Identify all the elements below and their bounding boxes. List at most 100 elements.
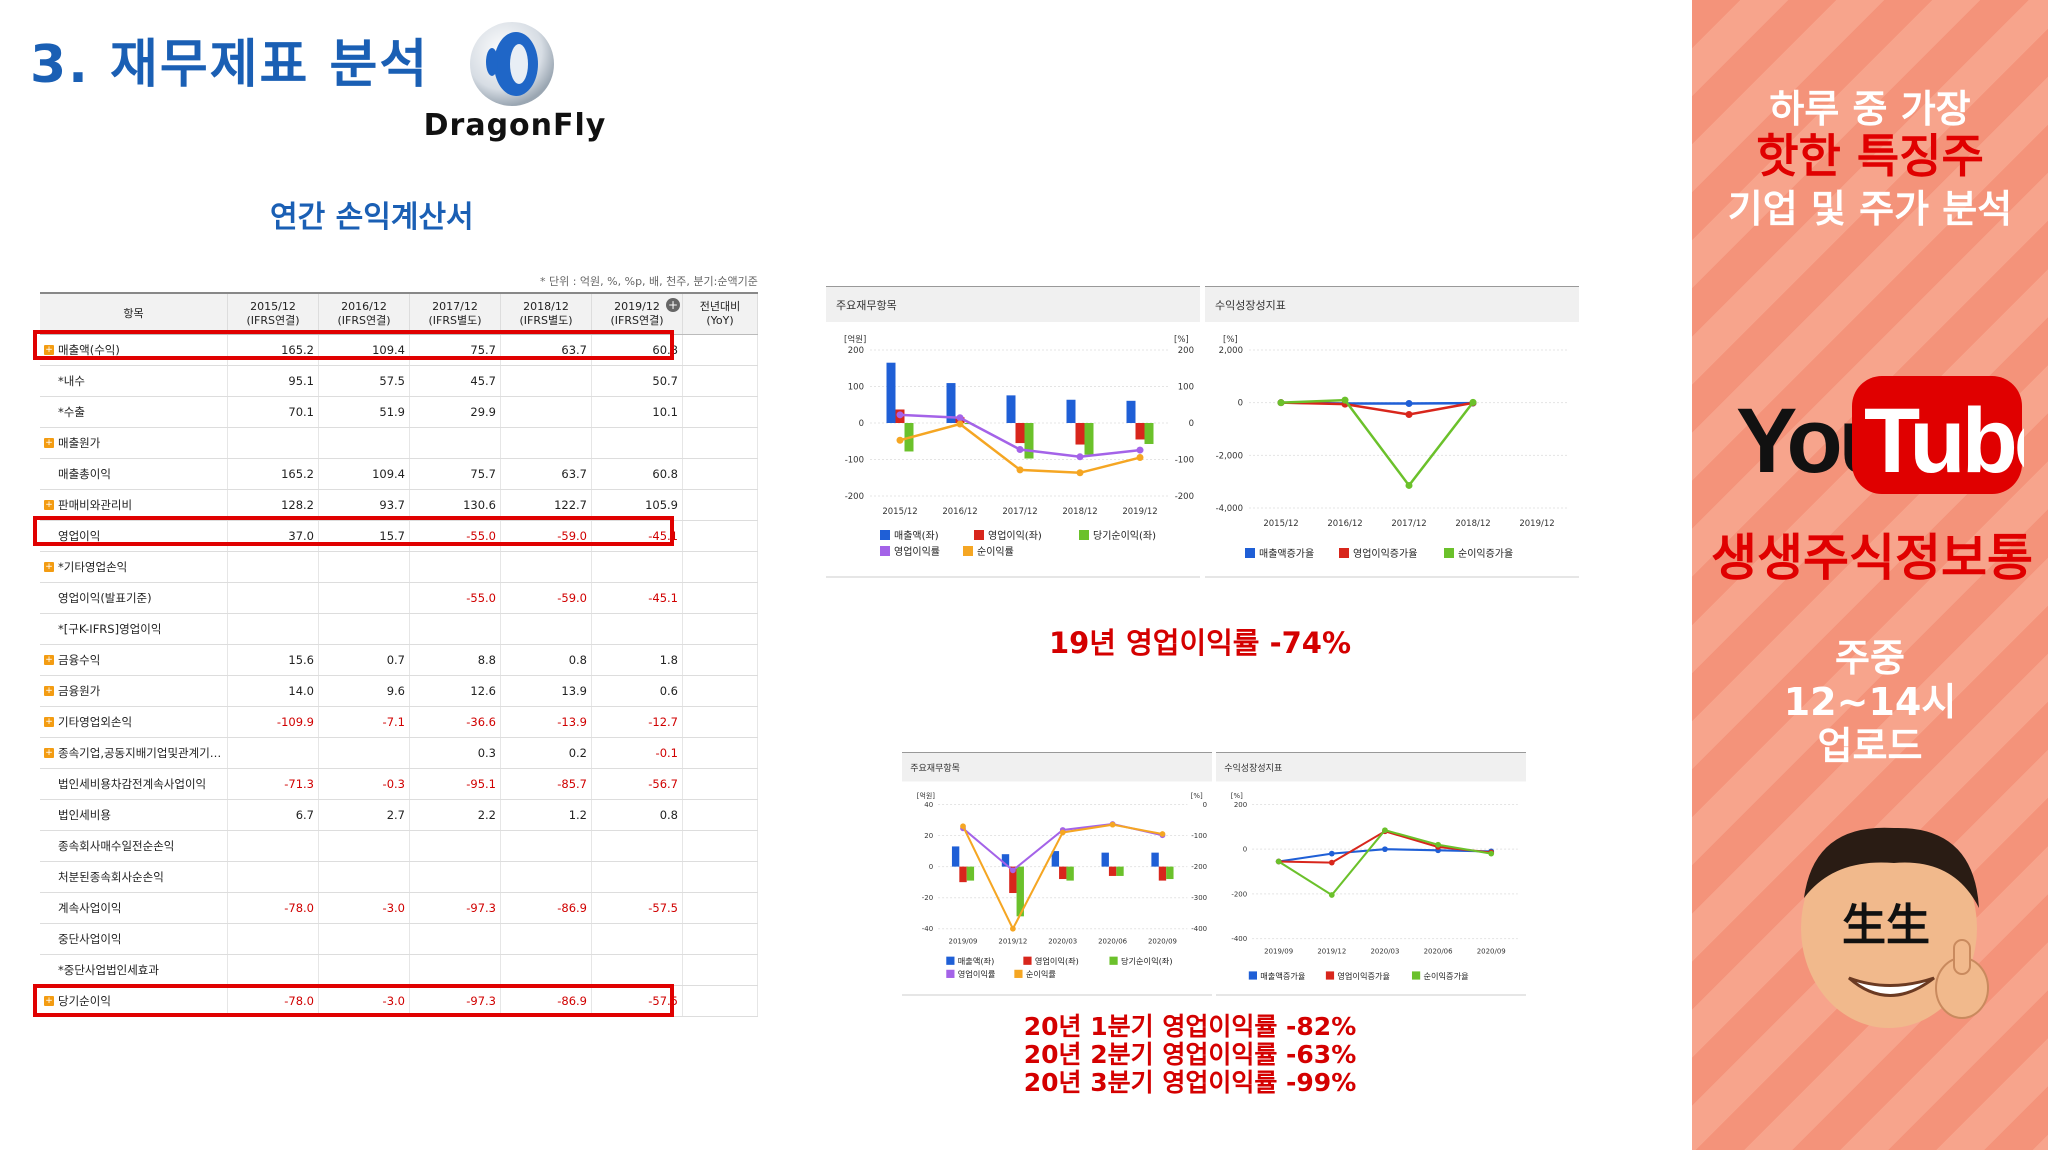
point-영업이익증가율 [1405, 411, 1413, 419]
row-label[interactable]: + 판매비와관리비 [40, 489, 228, 521]
bar-영업이익(좌) [959, 866, 967, 883]
x-tick-label: 2016/12 [1327, 519, 1362, 529]
bar-영업이익(좌) [1158, 866, 1167, 881]
cell-value: -86.9 [500, 985, 592, 1017]
cell-value [409, 861, 501, 893]
x-tick-label: 2019/12 [998, 938, 1027, 946]
cell-value: 13.9 [500, 675, 592, 707]
bar-영업이익(좌) [1009, 866, 1017, 894]
cell-value [591, 427, 683, 459]
table-row: 영업이익(발표기준) -55.0 -59.0 -45.1 [40, 582, 758, 614]
cell-yoy [682, 675, 758, 707]
x-tick-label: 2017/12 [1391, 519, 1426, 529]
table-row: + 종속기업,공동지배기업및관계기… 0.3 0.2 -0.1 [40, 737, 758, 769]
row-label[interactable]: + 기타영업외손익 [40, 706, 228, 738]
legend-label: 당기순이익(좌) [1093, 530, 1156, 542]
point-영업이익률 [896, 411, 904, 419]
header-col-3: 2018/12 (IFRS별도) [500, 292, 592, 335]
expand-icon[interactable]: + [44, 562, 54, 572]
cell-value: -0.1 [591, 737, 683, 769]
row-label[interactable]: + *기타영업손익 [40, 551, 228, 583]
expand-icon[interactable]: + [44, 717, 54, 727]
bar-매출액(좌) [1051, 851, 1060, 867]
cell-value [227, 737, 319, 769]
axis-label-left: [억원] [844, 334, 866, 345]
point-순이익증가율 [1488, 850, 1495, 857]
row-label[interactable]: + 종속기업,공동지배기업및관계기… [40, 737, 228, 769]
cell-value [500, 365, 592, 397]
expand-icon[interactable]: + [44, 345, 54, 355]
legend-swatch [946, 969, 955, 978]
cell-value [409, 923, 501, 955]
cell-value: -85.7 [500, 768, 592, 800]
cell-value: 45.7 [409, 365, 501, 397]
cell-value: -13.9 [500, 706, 592, 738]
legend-label: 순이익률 [977, 546, 1014, 558]
youtube-logo: You Tube [1736, 376, 2024, 494]
cell-value [500, 396, 592, 428]
cell-value: -78.0 [227, 892, 319, 924]
bar-매출액(좌) [1151, 852, 1159, 867]
cell-value: 14.0 [227, 675, 319, 707]
row-label[interactable]: + 매출액(수익) [40, 334, 228, 366]
expand-icon[interactable]: + [44, 996, 54, 1006]
cell-value: 63.7 [500, 334, 592, 366]
chart-quarterly-growth: 수익성장성지표 [%] 200 0 -200 -400 2019/09 2019/12 2020… [1216, 752, 1526, 996]
cell-value: -59.0 [500, 520, 592, 552]
cell-value: 165.2 [227, 334, 319, 366]
cell-value [500, 551, 592, 583]
cell-value: 93.7 [318, 489, 410, 521]
youtube-tube-text: Tube [1864, 390, 2024, 492]
expand-icon[interactable]: + [44, 655, 54, 665]
row-label[interactable]: + 당기순이익 [40, 985, 228, 1017]
cell-value: -45.1 [591, 582, 683, 614]
cell-value: 8.8 [409, 644, 501, 676]
table-row: + 금융수익 15.6 0.7 8.8 0.8 1.8 [40, 644, 758, 676]
point-순이익률 [1016, 466, 1024, 474]
bar-당기순이익(좌) [1024, 423, 1034, 459]
cell-value [500, 830, 592, 862]
line-영업이익증가율 [1280, 401, 1474, 416]
cell-value: 2.2 [409, 799, 501, 831]
cell-value [227, 427, 319, 459]
expand-icon[interactable]: + [44, 686, 54, 696]
row-label: 매출총이익 [40, 458, 228, 490]
table-row: *내수 95.1 57.5 45.7 50.7 [40, 365, 758, 397]
row-label: 계속사업이익 [40, 892, 228, 924]
bar-매출액(좌) [1006, 395, 1016, 423]
expand-icon[interactable]: + [44, 748, 54, 758]
bar-매출액(좌) [1001, 854, 1010, 867]
legend-label: 순이익증가율 [1423, 971, 1469, 981]
x-tick-label: 2020/06 [1098, 938, 1127, 946]
chart-title: 주요재무항목 [910, 763, 960, 774]
cell-value [318, 427, 410, 459]
legend-swatch [1325, 971, 1335, 980]
table-row: + 매출액(수익) 165.2 109.4 75.7 63.7 60.8 [40, 334, 758, 366]
bar-매출액(좌) [946, 383, 956, 423]
x-tick-label: 2020/09 [1477, 947, 1506, 955]
table-row: + 기타영업외손익 -109.9 -7.1 -36.6 -13.9 -12.7 [40, 706, 758, 738]
section-title: 연간 손익계산서 [270, 200, 474, 235]
expand-icon[interactable]: + [44, 438, 54, 448]
row-label: *내수 [40, 365, 228, 397]
tick-label-left: -200 [845, 492, 864, 502]
cell-value: -12.7 [591, 706, 683, 738]
cell-value: 29.9 [409, 396, 501, 428]
add-column-icon[interactable]: + [666, 298, 680, 312]
bar-당기순이익(좌) [1144, 423, 1154, 444]
row-label[interactable]: + 금융원가 [40, 675, 228, 707]
cell-value [500, 861, 592, 893]
channel-sidebar: 하루 중 가장 핫한 특징주 기업 및 주가 분석 You Tube 생생주식정… [1692, 0, 2048, 1150]
cell-value: -3.0 [318, 892, 410, 924]
row-label[interactable]: + 금융수익 [40, 644, 228, 676]
row-label[interactable]: + 매출원가 [40, 427, 228, 459]
expand-icon[interactable]: + [44, 500, 54, 510]
chart-title-bar [902, 752, 1212, 782]
cell-value [227, 954, 319, 986]
chart-title: 주요재무항목 [836, 299, 897, 312]
cell-value [500, 923, 592, 955]
cell-value [318, 737, 410, 769]
cell-value: 1.8 [591, 644, 683, 676]
tick-label-left: -100 [845, 456, 864, 466]
x-tick-label: 2020/03 [1370, 947, 1399, 955]
